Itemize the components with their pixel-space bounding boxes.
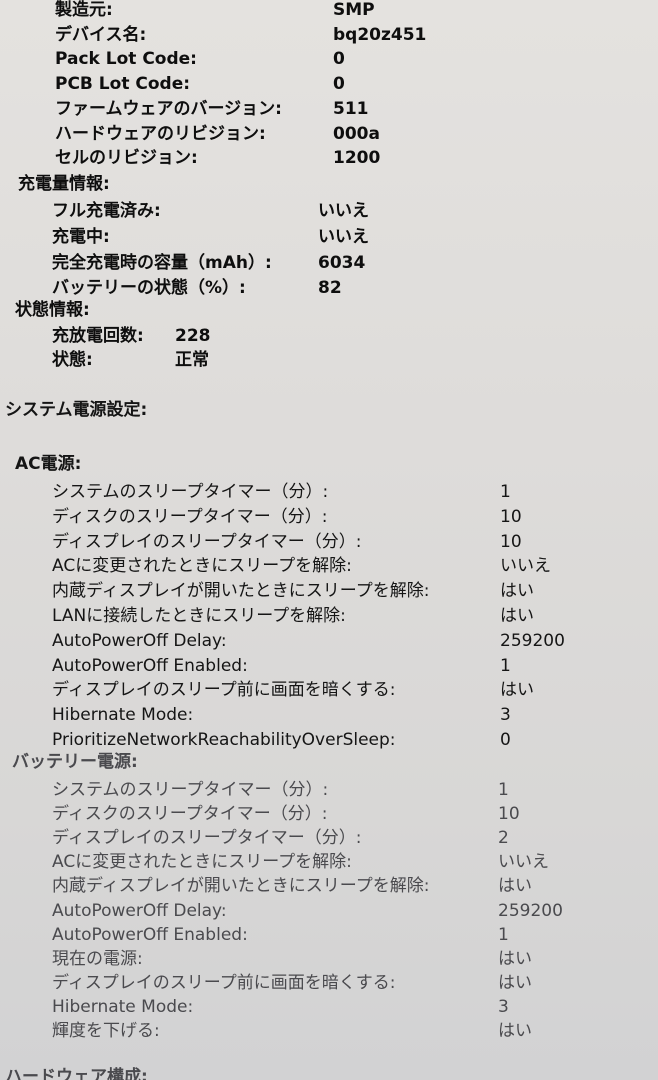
row-value: 10: [500, 531, 522, 552]
row-value: 1: [498, 780, 509, 800]
row-label: LANに接続したときにスリープを解除:: [52, 606, 346, 626]
section-title: ハードウェア構成:: [5, 1067, 148, 1080]
row-value: SMP: [333, 0, 375, 20]
row-label: ACに変更されたときにスリープを解除:: [52, 852, 352, 873]
row-value: いいえ: [318, 226, 369, 247]
row-value: 511: [333, 98, 369, 119]
row-label: Hibernate Mode:: [52, 996, 194, 1017]
row-label: AutoPowerOff Delay:: [52, 630, 227, 651]
row-value: はい: [498, 972, 532, 993]
row-label: PrioritizeNetworkReachabilityOverSleep:: [52, 730, 396, 750]
row-value: 82: [318, 278, 342, 299]
row-value: 1: [500, 482, 511, 502]
row-value: はい: [500, 606, 534, 626]
row-label: Pack Lot Code:: [55, 49, 197, 70]
row-label: デバイス名:: [55, 24, 147, 45]
row-value: 1200: [333, 148, 381, 169]
row-value: 10: [498, 804, 520, 825]
row-label: 製造元:: [55, 0, 113, 20]
row-label: ディスプレイのスリープタイマー（分）:: [52, 828, 362, 849]
row-value: はい: [498, 1021, 532, 1041]
row-value: 6034: [318, 252, 366, 273]
row-value: いいえ: [500, 556, 551, 577]
row-value: 000a: [333, 123, 380, 144]
row-label: 完全充電時の容量（mAh）:: [52, 252, 272, 273]
row-label: AutoPowerOff Delay:: [52, 900, 227, 921]
row-label: 内蔵ディスプレイが開いたときにスリープを解除:: [52, 876, 430, 897]
row-label: 充放電回数:: [52, 326, 144, 346]
row-value: はい: [500, 581, 534, 602]
row-value: 1: [500, 655, 511, 676]
row-value: 1: [498, 924, 509, 945]
row-label: 充電中:: [52, 226, 110, 247]
row-label: AutoPowerOff Enabled:: [52, 924, 248, 945]
row-value: いいえ: [498, 852, 549, 873]
row-value: 3: [500, 705, 511, 726]
row-label: システムのスリープタイマー（分）:: [52, 780, 329, 800]
row-label: ディスプレイのスリープタイマー（分）:: [52, 531, 362, 552]
row-value: いいえ: [318, 201, 369, 221]
row-label: ディスクのスリープタイマー（分）:: [52, 804, 328, 825]
row-value: 0: [333, 74, 345, 95]
row-value: 10: [500, 506, 522, 527]
row-label: AutoPowerOff Enabled:: [52, 655, 248, 676]
section-title: バッテリー電源:: [12, 752, 138, 772]
row-label: ACに変更されたときにスリープを解除:: [52, 556, 352, 577]
row-value: 0: [500, 730, 511, 750]
row-label: 内蔵ディスプレイが開いたときにスリープを解除:: [52, 581, 430, 602]
row-label: ディスクのスリープタイマー（分）:: [52, 506, 328, 527]
row-value: 259200: [500, 630, 565, 651]
row-value: 正常: [175, 350, 209, 370]
row-label: ハードウェアのリビジョン:: [55, 123, 266, 144]
row-label: ファームウェアのバージョン:: [55, 98, 282, 119]
section-title: 状態情報:: [15, 300, 90, 320]
row-label: ディスプレイのスリープ前に画面を暗くする:: [52, 680, 396, 701]
row-value: bq20z451: [333, 24, 427, 45]
row-label: ディスプレイのスリープ前に画面を暗くする:: [52, 972, 396, 993]
row-value: 2: [498, 828, 509, 849]
row-value: 3: [498, 996, 509, 1017]
row-label: PCB Lot Code:: [55, 74, 191, 95]
row-value: 0: [333, 49, 345, 70]
row-label: フル充電済み:: [52, 201, 161, 221]
row-label: 状態:: [52, 350, 93, 370]
section-title: AC電源:: [15, 454, 82, 474]
row-label: セルのリビジョン:: [55, 148, 198, 169]
row-value: 259200: [498, 900, 563, 921]
row-value: 228: [175, 326, 211, 346]
row-label: システムのスリープタイマー（分）:: [52, 482, 329, 502]
section-title: システム電源設定:: [5, 400, 148, 420]
row-label: 輝度を下げる:: [52, 1021, 160, 1041]
row-label: 現在の電源:: [52, 948, 143, 969]
row-label: バッテリーの状態（%）:: [52, 278, 246, 299]
row-value: はい: [498, 948, 532, 969]
row-value: はい: [500, 680, 534, 701]
section-title: 充電量情報:: [18, 174, 110, 194]
row-value: はい: [498, 876, 532, 897]
row-label: Hibernate Mode:: [52, 705, 194, 726]
